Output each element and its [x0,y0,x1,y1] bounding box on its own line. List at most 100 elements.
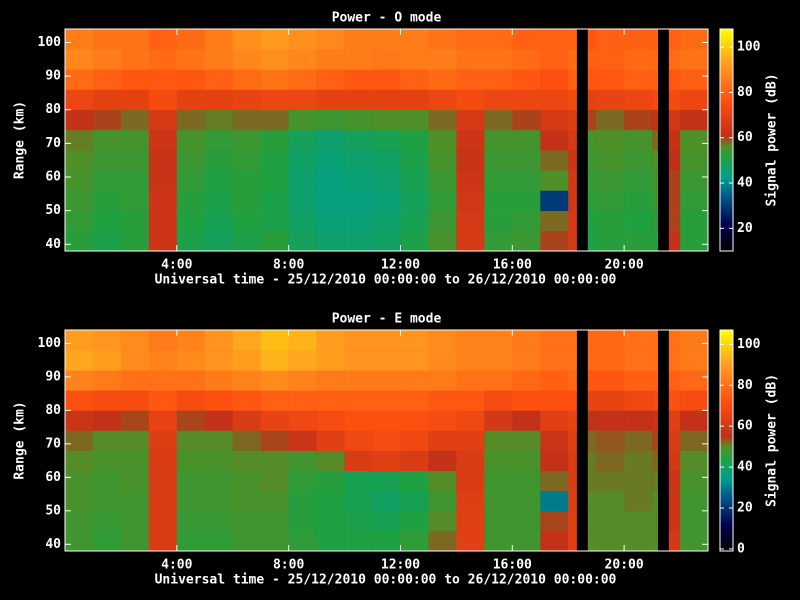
heatmap-cell [540,531,568,551]
heatmap-cell [205,471,233,491]
heatmap-cell [345,130,373,150]
heatmap-cell [484,330,512,350]
heatmap-cell [588,410,597,430]
heatmap-cell [65,330,93,350]
heatmap-cell [373,90,401,110]
heatmap-cell [652,90,658,110]
heatmap-cell [456,130,484,150]
heatmap-cell [317,150,345,170]
heatmap-cell [588,90,597,110]
heatmap-cell [624,410,652,430]
heatmap-cell [456,170,484,190]
heatmap-cell [261,330,289,350]
heatmap-cell [345,410,373,430]
heatmap-cell [588,49,597,69]
heatmap-cell [373,150,401,170]
heatmap-cell [233,430,261,450]
heatmap-cell [456,390,484,410]
heatmap-cell [484,110,512,130]
heatmap-cell [456,49,484,69]
heatmap-cell [624,330,652,350]
heatmap-cell [680,330,708,350]
chart-title: Power - E mode [332,312,442,327]
heatmap-cell [233,471,261,491]
heatmap-cell [652,49,658,69]
heatmap-cell [624,451,652,471]
heatmap-cell [205,211,233,231]
heatmap-cell [624,130,652,150]
heatmap-cell [540,150,568,170]
heatmap-cell [317,211,345,231]
heatmap-cell [669,69,680,89]
y-tick-label: 100 [38,35,62,50]
heatmap-cell [512,170,540,190]
heatmap-cell [345,471,373,491]
heatmap-cell [65,110,93,130]
heatmap-cell [588,511,597,531]
heatmap-cell [121,350,149,370]
heatmap-cell [400,211,428,231]
y-axis-title: Range (km) [13,101,28,179]
heatmap-cell [149,130,177,150]
heatmap-cell [484,69,512,89]
y-axis-title: Range (km) [13,401,28,479]
heatmap-cell [373,110,401,130]
heatmap-cell [456,69,484,89]
heatmap-cell [400,69,428,89]
heatmap-cell [588,491,597,511]
heatmap-cell [680,90,708,110]
heatmap-cell [596,491,624,511]
heatmap-cell [121,471,149,491]
x-tick-label: 8:00 [273,258,304,273]
heatmap-cell [652,330,658,350]
heatmap-cell [624,49,652,69]
heatmap-cell [624,231,652,251]
heatmap-cell [596,511,624,531]
heatmap-cell [149,390,177,410]
heatmap-cell [484,390,512,410]
heatmap-cell [65,350,93,370]
heatmap-cell [669,190,680,210]
heatmap-cell [568,370,577,390]
heatmap-cell [373,130,401,150]
heatmap-cell [289,110,317,130]
heatmap-cell [65,511,93,531]
heatmap-cell [205,370,233,390]
heatmap-cell [428,390,456,410]
heatmap-cell [540,430,568,450]
heatmap-cell [205,69,233,89]
x-axis-title: Universal time - 25/12/2010 00:00:00 to … [155,273,617,288]
heatmap-cell [233,29,261,49]
heatmap-cell [568,390,577,410]
chart-title: Power - O mode [332,11,442,26]
heatmap-cell [317,130,345,150]
heatmap-cell [512,211,540,231]
heatmap-cell [669,170,680,190]
heatmap-cell [540,471,568,491]
heatmap-cell [149,110,177,130]
heatmap-cell [93,430,121,450]
heatmap-cell [121,29,149,49]
heatmap-cell [317,511,345,531]
heatmap-cell [512,231,540,251]
heatmap-cell [512,451,540,471]
heatmap-cell [177,370,205,390]
heatmap-cell [400,231,428,251]
heatmap-cell [93,150,121,170]
heatmap-cell [93,511,121,531]
heatmap-cell [261,410,289,430]
heatmap-cell [652,231,658,251]
heatmap-cell [512,330,540,350]
heatmap-cell [400,451,428,471]
heatmap-cell [568,231,577,251]
heatmap-cell [205,170,233,190]
heatmap-cell [317,29,345,49]
y-tick-label: 60 [45,170,61,185]
heatmap-cell [588,170,597,190]
heatmap-cell [233,130,261,150]
heatmap-cell [680,69,708,89]
heatmap-cell [680,110,708,130]
heatmap-cell [149,170,177,190]
heatmap-cell [373,170,401,190]
heatmap-cell [588,211,597,231]
